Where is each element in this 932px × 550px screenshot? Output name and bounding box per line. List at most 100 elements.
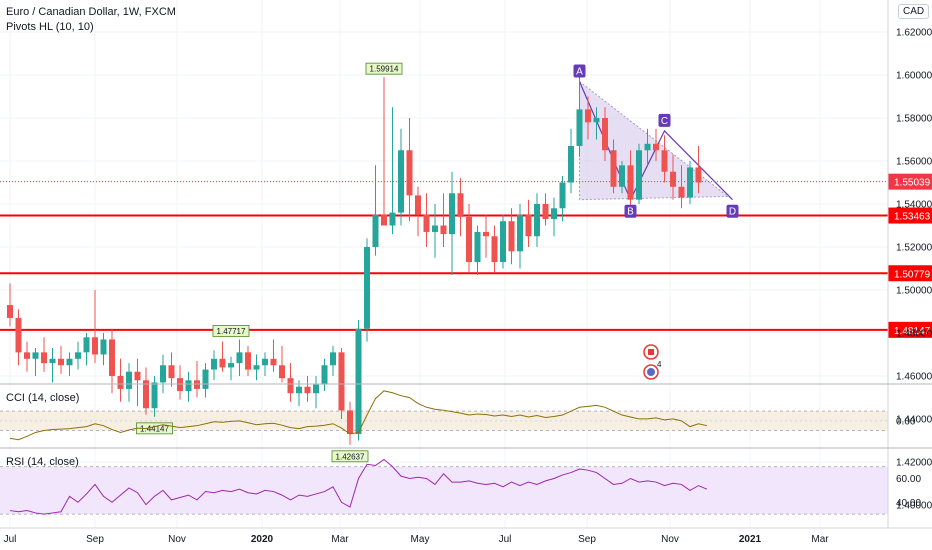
time-tick: Jul	[4, 534, 17, 545]
candle-body	[474, 231, 481, 263]
candle-body	[644, 143, 651, 151]
candle-body	[559, 182, 566, 209]
pivot-box	[212, 325, 250, 337]
candle-body	[610, 150, 617, 187]
cci-label[interactable]: CCI (14, close)	[6, 392, 80, 404]
candle-body	[151, 382, 158, 409]
price-tick: 1.58000	[896, 114, 932, 125]
candle-body	[109, 339, 115, 376]
candle-body	[678, 186, 685, 198]
candle-body	[517, 214, 523, 252]
candle-body	[92, 337, 98, 355]
pivot-box	[365, 62, 403, 75]
candle-body	[253, 365, 260, 370]
currency-badge[interactable]: CAD	[898, 4, 930, 19]
candle-body	[143, 380, 149, 409]
price-tick: 1.54000	[896, 200, 932, 211]
event-icons[interactable]: 4	[643, 344, 662, 380]
candle-body	[83, 337, 90, 353]
time-tick: Jul	[499, 534, 512, 545]
time-tick: Mar	[331, 534, 349, 545]
rsi-tick: 40.00	[896, 498, 921, 509]
candle-body	[168, 365, 175, 379]
pivot-value: 1.47717	[217, 327, 246, 336]
candle-body	[636, 150, 642, 200]
candle-body	[41, 352, 47, 364]
indicator-bands	[0, 410, 888, 515]
rsi-label[interactable]: RSI (14, close)	[6, 456, 79, 468]
pivot-box	[331, 450, 369, 463]
pattern-marker-d	[726, 204, 739, 218]
candle-body	[585, 109, 591, 123]
candle-body	[228, 363, 234, 368]
pivot-value: 1.44147	[140, 424, 169, 433]
candle-body	[211, 358, 217, 370]
candle-body	[58, 358, 64, 366]
candle-body	[670, 171, 676, 187]
candle-body	[287, 378, 294, 394]
price-tick: 1.56000	[896, 157, 932, 168]
candle-body	[117, 376, 124, 389]
candle-body	[525, 214, 532, 237]
pattern-marker-b	[624, 204, 637, 218]
indicator-label[interactable]: Pivots HL (10, 10)	[6, 21, 94, 33]
candle-body	[313, 384, 319, 394]
support-price-label: 1.48147	[894, 326, 931, 337]
candle-body	[304, 386, 311, 394]
candle-body	[32, 352, 39, 359]
candle-body	[321, 365, 328, 385]
candle-body	[15, 317, 22, 353]
flag-leaf-icon	[648, 349, 654, 355]
cci-band	[0, 411, 888, 431]
pattern-marker-a	[573, 64, 586, 78]
candle-body	[381, 214, 387, 226]
candle-body	[389, 212, 396, 226]
candle-body	[49, 358, 56, 364]
candle-body	[177, 378, 183, 392]
time-tick: Sep	[86, 534, 104, 545]
price-tick: 1.52000	[896, 243, 932, 254]
support-price-tag	[888, 207, 932, 224]
candle-body	[262, 358, 268, 366]
candle-body	[296, 386, 302, 394]
candle-body	[568, 145, 574, 183]
candle-body	[330, 352, 336, 366]
candle-body	[534, 204, 540, 237]
candle-body	[75, 352, 81, 359]
chart-title: Euro / Canadian Dollar, 1W, FXCM	[6, 6, 176, 18]
pattern-marker-text: C	[661, 116, 668, 127]
candle-body	[653, 143, 659, 151]
candle-body	[500, 221, 506, 263]
support-price-tag	[888, 321, 932, 338]
candle-body	[270, 358, 277, 366]
candlesticks	[7, 77, 702, 445]
price-tick: 1.60000	[896, 71, 932, 82]
time-tick: 2020	[251, 534, 274, 545]
candle-body	[66, 358, 73, 366]
candle-body	[338, 352, 345, 411]
candle-body	[449, 193, 455, 235]
candle-body	[202, 369, 209, 389]
candle-body	[593, 118, 600, 123]
candle-body	[236, 352, 243, 364]
support-price-tag	[888, 265, 932, 282]
events-count: 4	[657, 360, 662, 369]
support-price-label: 1.50779	[894, 269, 931, 280]
candle-body	[602, 118, 608, 151]
candle-body	[695, 167, 702, 183]
time-tick: Mar	[811, 534, 829, 545]
candle-body	[508, 221, 515, 252]
candle-body	[627, 165, 634, 200]
pattern-markers: A B C D	[573, 64, 739, 218]
pivot-labels: 1.59914 1.47717 1.44147 1.42637	[136, 62, 403, 463]
candle-body	[279, 365, 285, 379]
candle-body	[355, 328, 362, 435]
rsi-line	[9, 458, 708, 515]
candle-body	[542, 204, 549, 220]
candle-body	[372, 214, 379, 247]
support-price-label: 1.53463	[894, 212, 931, 223]
candle-body	[134, 371, 141, 381]
pattern-marker-text: B	[627, 207, 634, 218]
